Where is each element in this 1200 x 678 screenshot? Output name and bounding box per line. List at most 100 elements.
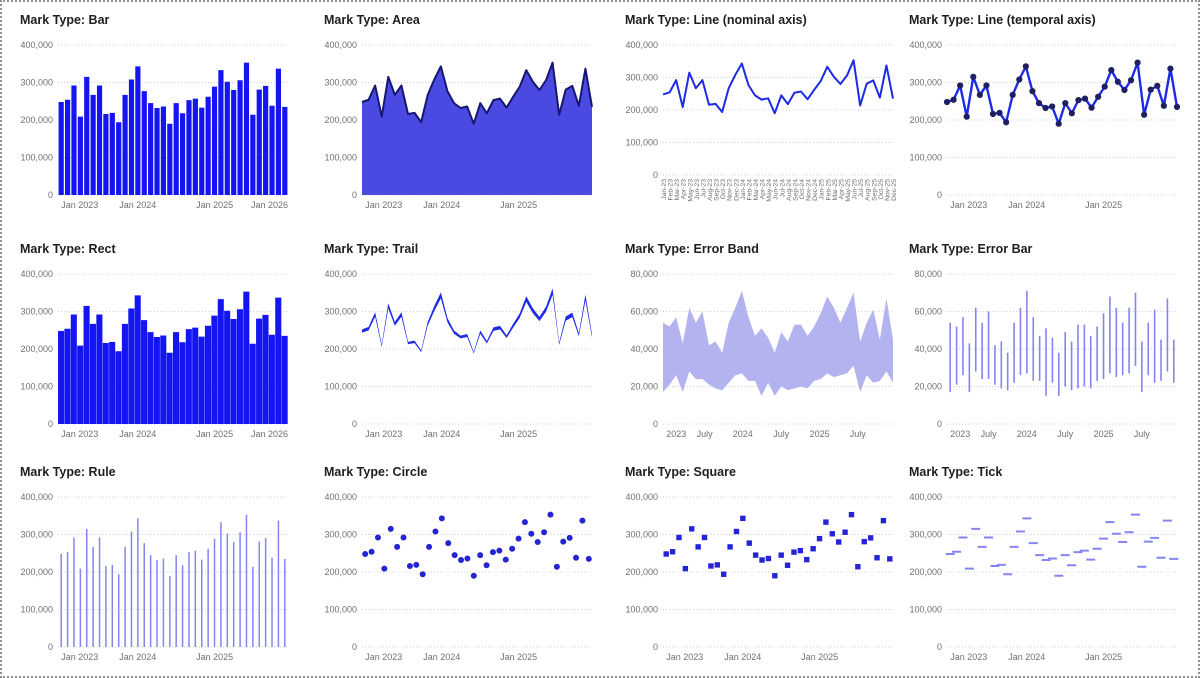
x-tick-label: Jan 2023 (365, 652, 402, 662)
chart-card-area: Mark Type: Area 0 100,000 200,000 300,000 400… (322, 8, 623, 237)
y-tick-label: 0 (937, 642, 942, 652)
square-mark (829, 531, 836, 537)
area-mark (362, 62, 592, 195)
chart-title: Mark Type: Circle (324, 465, 428, 479)
rect-mark (179, 342, 186, 424)
circle-mark (368, 548, 375, 555)
x-tick-label: Sep-25 (871, 179, 878, 201)
x-tick-label: Jul-24 (779, 179, 786, 198)
circle-mark (509, 545, 516, 552)
rect-mark (217, 299, 224, 424)
x-tick-label: May-24 (766, 179, 773, 202)
square-mark (848, 511, 855, 518)
x-tick-label: Mar-24 (753, 179, 760, 201)
x-tick-label: 2023 (666, 429, 686, 439)
circle-mark (496, 547, 503, 554)
point-mark (1101, 83, 1108, 90)
line-marks (662, 59, 894, 115)
rect-mark (147, 332, 154, 424)
point-mark (1114, 78, 1121, 85)
chart-title: Mark Type: Line (nominal axis) (625, 13, 807, 27)
bar-mark (154, 108, 160, 195)
point-mark (976, 91, 983, 98)
bar-mark (186, 100, 192, 195)
chart-card-rect: Mark Type: Rect 0 100,000 200,000 300,000 400… (18, 237, 322, 460)
circle-mark (528, 530, 535, 537)
x-tick-label: 2025 (1094, 429, 1114, 439)
square-mark (867, 535, 874, 541)
x-tick-label: Aug-23 (707, 179, 714, 201)
circle-mark (458, 557, 465, 563)
point-mark (1147, 86, 1154, 93)
y-axis: 0 100,000 200,000 300,000 400,000 (20, 492, 288, 652)
y-axis: 0 100,000 200,000 300,000 400,000 (909, 40, 1177, 200)
point-mark (1016, 76, 1023, 83)
chart-errorbar: 0 20,000 40,000 60,000 80,000 2023 July 2024 Jul… (914, 269, 1177, 439)
x-tick-label: Dec-23 (733, 179, 740, 201)
rect-mark (70, 314, 77, 424)
square-mark (874, 555, 880, 561)
errorband-marks (663, 290, 893, 396)
x-tick-label: Feb-25 (825, 179, 832, 201)
x-tick-label: Jan 2023 (61, 200, 98, 210)
bar-mark (148, 103, 154, 195)
y-tick-label: 300,000 (625, 530, 658, 540)
bar-mark (167, 123, 173, 195)
point-mark (1127, 77, 1135, 84)
rect-mark (173, 332, 180, 424)
rect-mark (262, 314, 269, 424)
point-mark (1095, 93, 1102, 100)
y-tick-label: 400,000 (909, 492, 942, 502)
x-tick-label: Jun-23 (694, 179, 701, 200)
x-tick-label: Jan 2023 (61, 429, 98, 439)
chart-card-circle: Mark Type: Circle 0 100,000 200,000 300,000 4… (322, 460, 623, 676)
rect-mark (275, 297, 282, 424)
x-tick-label: May-25 (845, 179, 852, 202)
x-axis: 2023 July 2024 July 2025 July (950, 429, 1150, 439)
x-tick-label: 2024 (733, 429, 753, 439)
chart-errorband: 0 20,000 40,000 60,000 80,000 2023 July 2024 Jul… (630, 269, 893, 439)
point-mark (1134, 59, 1141, 66)
errorband-mark (663, 290, 893, 396)
y-tick-label: 200,000 (909, 115, 942, 125)
rect-mark (64, 328, 71, 424)
x-tick-label: Jan 2025 (1085, 200, 1122, 210)
bar-mark (231, 90, 237, 195)
bar-mark (250, 114, 256, 195)
circle-mark (381, 565, 388, 572)
circle-mark (413, 561, 420, 568)
y-tick-label: 400,000 (20, 492, 53, 502)
chart-title: Mark Type: Line (temporal axis) (909, 13, 1096, 27)
circle-mark (426, 543, 433, 550)
line_point-marks (943, 59, 1181, 127)
x-axis: Jan 2023 Jan 2024 Jan 2025 (365, 429, 537, 439)
circle-mark (573, 554, 580, 561)
rect-mark (115, 351, 122, 424)
x-tick-label: Jan 2025 (500, 200, 537, 210)
square-mark (695, 544, 701, 550)
circle-mark (579, 517, 586, 524)
rect-mark (224, 310, 231, 424)
square-mark (887, 556, 893, 562)
y-tick-label: 20,000 (914, 382, 942, 392)
x-tick-label: Jan 2024 (119, 429, 156, 439)
point-mark (1167, 65, 1174, 72)
square-mark (855, 564, 861, 570)
circle-mark (387, 525, 394, 532)
y-axis: 0 100,000 200,000 300,000 400,000 (20, 40, 288, 200)
line-mark (662, 59, 894, 115)
x-tick-label: July (1057, 429, 1074, 439)
y-tick-label: 0 (48, 642, 53, 652)
y-tick-label: 100,000 (20, 153, 53, 163)
rect-mark (185, 329, 192, 424)
x-tick-label: July (773, 429, 790, 439)
rect-mark (96, 314, 103, 424)
chart-title: Mark Type: Error Bar (909, 242, 1033, 256)
bar-mark (192, 98, 198, 195)
y-tick-label: 80,000 (914, 269, 942, 279)
point-mark (1088, 104, 1095, 111)
circle-mark (560, 538, 567, 545)
y-tick-label: 200,000 (324, 344, 357, 354)
